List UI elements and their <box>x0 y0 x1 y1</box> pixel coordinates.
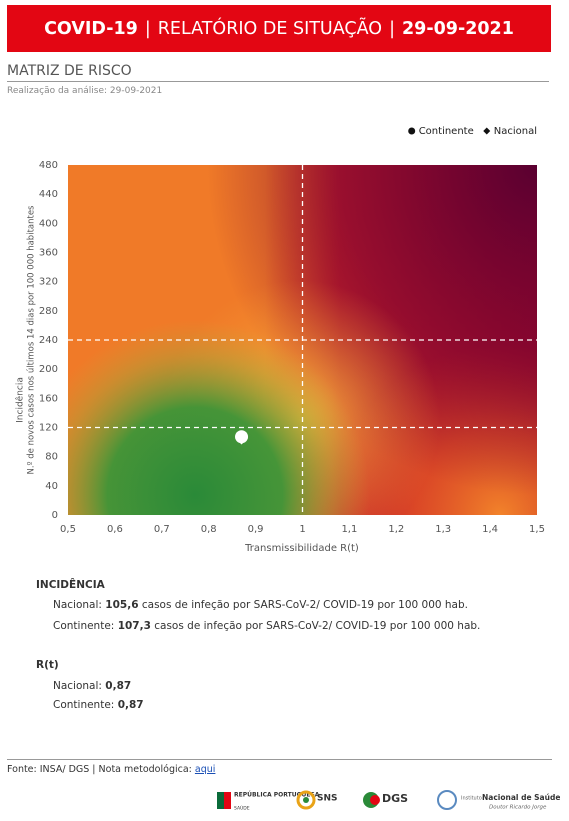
footer-rule <box>7 759 552 760</box>
logo-circle <box>437 790 457 810</box>
text-line: Nacional: 105,6 casos de infeção por SAR… <box>53 599 468 611</box>
text-line: Nacional: 0,87 <box>53 680 131 692</box>
header-title: COVID-19 <box>44 18 138 39</box>
x-tick-label: 0,9 <box>248 524 264 535</box>
x-axis-label: Transmissibilidade R(t) <box>244 543 359 554</box>
y-tick-label: 320 <box>39 277 58 288</box>
text-line: Continente: 0,87 <box>53 699 144 711</box>
logo-text: DGS <box>382 792 408 805</box>
x-tick-label: 1,5 <box>529 524 545 535</box>
value: 107,3 <box>117 620 151 632</box>
x-tick-label: 1,1 <box>341 524 357 535</box>
logo-circle <box>370 795 380 805</box>
text-line: Continente: 107,3 casos de infeção por S… <box>53 620 480 632</box>
section-rule <box>7 81 549 82</box>
value: 105,6 <box>105 599 139 611</box>
legend-marker <box>483 127 491 135</box>
text: casos de infeção por SARS-CoV-2/ COVID-1… <box>141 599 468 611</box>
legend-marker <box>408 127 416 135</box>
x-tick-label: 1,3 <box>435 524 451 535</box>
y-tick-label: 40 <box>45 481 58 492</box>
point-circle <box>235 430 249 444</box>
logo-text: SAÚDE <box>234 805 250 812</box>
footer-source: Fonte: INSA/ DGS | Nota metodológica: <box>7 764 192 775</box>
logo-text: REPÚBLICA PORTUGUESA <box>234 792 320 799</box>
y-axis-label: Incidência <box>15 377 26 423</box>
logo-text: Doutor Ricardo Jorge <box>489 805 547 811</box>
y-tick-label: 280 <box>39 306 58 317</box>
y-axis-label: N.º de novos casos nos últimos 14 dias p… <box>27 205 37 475</box>
y-tick-label: 240 <box>39 335 58 346</box>
y-tick-label: 440 <box>39 189 58 200</box>
x-tick-label: 0,5 <box>60 524 76 535</box>
text: casos de infeção por SARS-CoV-2/ COVID-1… <box>154 620 481 632</box>
x-tick-label: 0,6 <box>107 524 123 535</box>
methodology-link[interactable]: aqui <box>194 764 216 775</box>
value: 0,87 <box>117 699 144 711</box>
value: 0,87 <box>105 680 132 692</box>
header-bar: COVID-19 | RELATÓRIO DE SITUAÇÃO | 29-09… <box>7 5 551 52</box>
y-tick-label: 200 <box>39 364 58 375</box>
footer: Fonte: INSA/ DGS | Nota metodológica: aq… <box>7 764 215 775</box>
legend-label: Nacional <box>494 126 537 137</box>
header-subtitle: RELATÓRIO DE SITUAÇÃO <box>157 18 383 39</box>
label: Continente: <box>53 620 115 632</box>
logo-flag <box>224 792 231 809</box>
y-tick-label: 160 <box>39 393 58 404</box>
x-tick-label: 0,7 <box>154 524 170 535</box>
logo-text: SNS <box>317 794 338 804</box>
label: Continente: <box>53 699 115 711</box>
x-tick-label: 1,2 <box>388 524 404 535</box>
legend-label: Continente <box>419 126 474 137</box>
y-tick-label: 0 <box>52 510 58 521</box>
heading: R(t) <box>36 659 59 671</box>
section-subtitle: Realização da análise: 29-09-2021 <box>7 86 163 96</box>
heading: INCIDÊNCIA <box>36 579 105 591</box>
y-tick-label: 80 <box>45 452 58 463</box>
x-tick-label: 1,4 <box>482 524 498 535</box>
x-tick-label: 1 <box>299 524 305 535</box>
section-title: MATRIZ DE RISCO <box>7 63 132 79</box>
logo-text: Instituto <box>461 796 482 802</box>
y-tick-label: 120 <box>39 423 58 434</box>
logo-text: Nacional de Saúde <box>482 793 560 802</box>
logo-circle <box>296 790 316 810</box>
header-separator: | <box>144 18 151 39</box>
y-tick-label: 480 <box>39 160 58 171</box>
chart: Transmissibilidade R(t) Incidência N.º d… <box>15 126 545 554</box>
y-tick-label: 400 <box>39 218 58 229</box>
y-tick-label: 360 <box>39 248 58 259</box>
header-date: 29-09-2021 <box>401 18 514 39</box>
x-tick-label: 0,8 <box>201 524 217 535</box>
label: Nacional: <box>53 599 102 611</box>
logo-circle <box>303 797 309 803</box>
header-separator: | <box>389 18 395 39</box>
label: Nacional: <box>53 680 102 692</box>
logos: REPÚBLICA PORTUGUESA SAÚDE SNS DGS Insti… <box>217 790 560 812</box>
